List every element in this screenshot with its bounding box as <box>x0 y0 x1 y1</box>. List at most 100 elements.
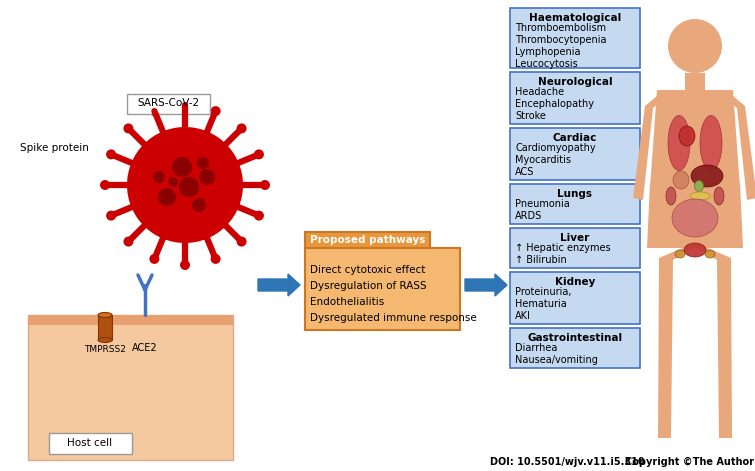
FancyArrow shape <box>465 274 507 296</box>
Ellipse shape <box>700 115 722 171</box>
Circle shape <box>168 177 178 187</box>
Circle shape <box>179 177 199 197</box>
Ellipse shape <box>675 250 685 258</box>
Bar <box>28 315 233 460</box>
Circle shape <box>260 180 270 190</box>
Circle shape <box>199 169 215 185</box>
Text: Endothelialitis: Endothelialitis <box>310 297 384 307</box>
Text: Headache: Headache <box>515 87 564 97</box>
Text: ACE2: ACE2 <box>132 343 158 353</box>
Text: Haematological: Haematological <box>528 13 621 23</box>
Circle shape <box>211 106 220 116</box>
Text: Cardiomyopathy: Cardiomyopathy <box>515 143 596 153</box>
Bar <box>98 315 112 340</box>
Text: Nausea/vomiting: Nausea/vomiting <box>515 355 598 365</box>
FancyBboxPatch shape <box>127 94 209 114</box>
Text: Thromboembolism: Thromboembolism <box>515 23 606 33</box>
Circle shape <box>106 149 116 159</box>
Text: Diarrhea: Diarrhea <box>515 343 557 353</box>
Circle shape <box>149 106 159 116</box>
FancyBboxPatch shape <box>305 248 460 330</box>
Polygon shape <box>697 246 732 438</box>
Text: Proposed pathways: Proposed pathways <box>310 235 425 245</box>
Text: Kidney: Kidney <box>555 277 595 287</box>
Circle shape <box>236 123 247 133</box>
Circle shape <box>180 100 190 110</box>
Polygon shape <box>633 96 665 200</box>
Text: Dysregulated immune response: Dysregulated immune response <box>310 313 476 323</box>
Text: Thrombocytopenia: Thrombocytopenia <box>515 35 606 45</box>
Circle shape <box>149 254 159 264</box>
Circle shape <box>158 188 176 206</box>
Polygon shape <box>647 183 743 248</box>
Text: Hematuria: Hematuria <box>515 299 567 309</box>
Circle shape <box>172 157 192 177</box>
Circle shape <box>127 127 243 243</box>
Bar <box>28 315 233 325</box>
Ellipse shape <box>673 171 689 189</box>
FancyBboxPatch shape <box>510 8 640 68</box>
Text: Copyright ©The Author(s) 2022.: Copyright ©The Author(s) 2022. <box>625 457 755 467</box>
Ellipse shape <box>668 115 690 171</box>
Text: Host cell: Host cell <box>67 438 112 448</box>
Polygon shape <box>658 246 693 438</box>
Text: Dysregulation of RASS: Dysregulation of RASS <box>310 281 427 291</box>
Circle shape <box>100 180 110 190</box>
Circle shape <box>123 123 134 133</box>
Circle shape <box>236 236 247 247</box>
Ellipse shape <box>679 126 695 146</box>
Ellipse shape <box>714 187 724 205</box>
Text: Proteinuria,: Proteinuria, <box>515 287 572 297</box>
Text: Neurological: Neurological <box>538 77 612 87</box>
FancyBboxPatch shape <box>510 328 640 368</box>
Circle shape <box>254 211 264 220</box>
Text: Encephalopathy: Encephalopathy <box>515 99 594 109</box>
Ellipse shape <box>672 199 718 237</box>
FancyBboxPatch shape <box>510 72 640 124</box>
Circle shape <box>197 157 209 169</box>
Circle shape <box>106 211 116 220</box>
FancyBboxPatch shape <box>510 184 640 224</box>
Circle shape <box>180 260 190 270</box>
FancyBboxPatch shape <box>305 232 430 248</box>
Text: Spike protein: Spike protein <box>20 143 89 153</box>
Ellipse shape <box>691 165 723 187</box>
Text: Lungs: Lungs <box>557 189 593 199</box>
Circle shape <box>153 171 165 183</box>
Ellipse shape <box>98 312 112 317</box>
Ellipse shape <box>690 192 710 200</box>
Ellipse shape <box>98 338 112 342</box>
Circle shape <box>668 19 722 73</box>
Circle shape <box>123 236 134 247</box>
Text: ↑ Bilirubin: ↑ Bilirubin <box>515 255 567 265</box>
Text: Direct cytotoxic effect: Direct cytotoxic effect <box>310 265 425 275</box>
Text: Gastrointestinal: Gastrointestinal <box>528 333 623 343</box>
Text: Stroke: Stroke <box>515 111 546 121</box>
Text: Pneumonia: Pneumonia <box>515 199 570 209</box>
FancyArrow shape <box>258 274 300 296</box>
Text: Cardiac: Cardiac <box>553 133 597 143</box>
Text: AKI: AKI <box>515 311 531 321</box>
Circle shape <box>211 254 220 264</box>
Text: Leucocytosis: Leucocytosis <box>515 59 578 69</box>
Text: SARS-CoV-2: SARS-CoV-2 <box>137 98 199 108</box>
Ellipse shape <box>695 180 704 192</box>
Ellipse shape <box>666 187 676 205</box>
Text: ARDS: ARDS <box>515 211 542 221</box>
Text: Liver: Liver <box>560 233 590 243</box>
Text: Lymphopenia: Lymphopenia <box>515 47 581 57</box>
Ellipse shape <box>684 243 706 257</box>
Text: Myocarditis: Myocarditis <box>515 155 571 165</box>
Text: DOI: 10.5501/wjv.v11.i5.310: DOI: 10.5501/wjv.v11.i5.310 <box>490 457 645 467</box>
Polygon shape <box>725 96 755 200</box>
FancyBboxPatch shape <box>48 432 131 454</box>
Bar <box>685 73 705 93</box>
FancyBboxPatch shape <box>510 228 640 268</box>
Ellipse shape <box>705 250 715 258</box>
Circle shape <box>192 198 206 212</box>
FancyBboxPatch shape <box>510 272 640 324</box>
Circle shape <box>254 149 264 159</box>
Polygon shape <box>650 90 740 188</box>
Text: ACS: ACS <box>515 167 535 177</box>
FancyBboxPatch shape <box>510 128 640 180</box>
